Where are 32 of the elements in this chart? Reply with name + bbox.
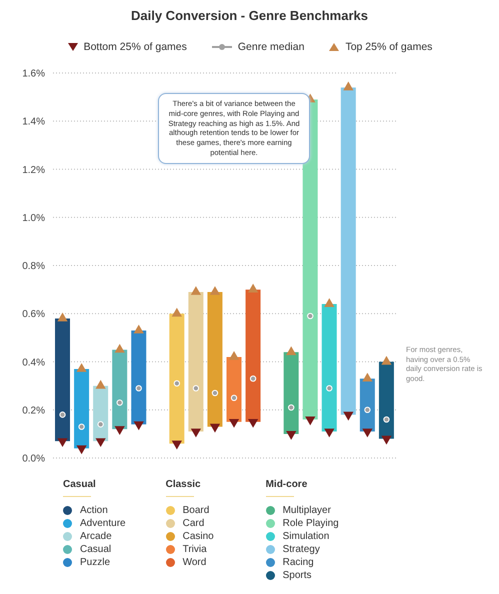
legend-label: Racing — [282, 557, 314, 568]
legend-label: Bottom 25% of games — [84, 41, 187, 53]
legend-label: Casino — [182, 531, 214, 542]
legend-label: Trivia — [182, 544, 207, 555]
y-tick-label: 0.2% — [22, 405, 46, 416]
legend-label: Top 25% of games — [345, 41, 432, 53]
legend-label: Adventure — [80, 518, 126, 529]
y-tick-label: 1.6% — [22, 68, 46, 80]
y-tick-label: 0.8% — [22, 261, 46, 272]
legend-label: Role Playing — [282, 518, 339, 529]
legend-label: Arcade — [80, 531, 112, 542]
legend-label: Simulation — [282, 531, 330, 542]
legend-label: Action — [80, 505, 108, 516]
y-tick-label: 0.4% — [22, 357, 46, 368]
legend-label: Board — [182, 505, 210, 516]
text: Casual — [63, 479, 96, 492]
text: Mid-core — [266, 479, 308, 492]
y-tick-label: 1.2% — [22, 164, 46, 176]
legend-label: Sports — [282, 570, 312, 581]
legend-label: Card — [182, 518, 204, 529]
chart-title: Daily Conversion - Genre Benchmarks — [130, 8, 369, 23]
legend-label: Word — [182, 557, 206, 568]
y-tick-label: 1.4% — [22, 116, 46, 128]
y-tick-label: 0.0% — [22, 454, 46, 465]
legend-label: Casual — [80, 544, 112, 555]
y-tick-label: 1.0% — [22, 212, 46, 224]
legend-label: Puzzle — [80, 557, 110, 568]
legend-label: Genre median — [238, 41, 304, 53]
text: Classic — [166, 479, 201, 492]
legend-label: Multiplayer — [282, 505, 331, 516]
y-tick-label: 0.6% — [22, 309, 46, 320]
legend-label: Strategy — [282, 544, 320, 555]
